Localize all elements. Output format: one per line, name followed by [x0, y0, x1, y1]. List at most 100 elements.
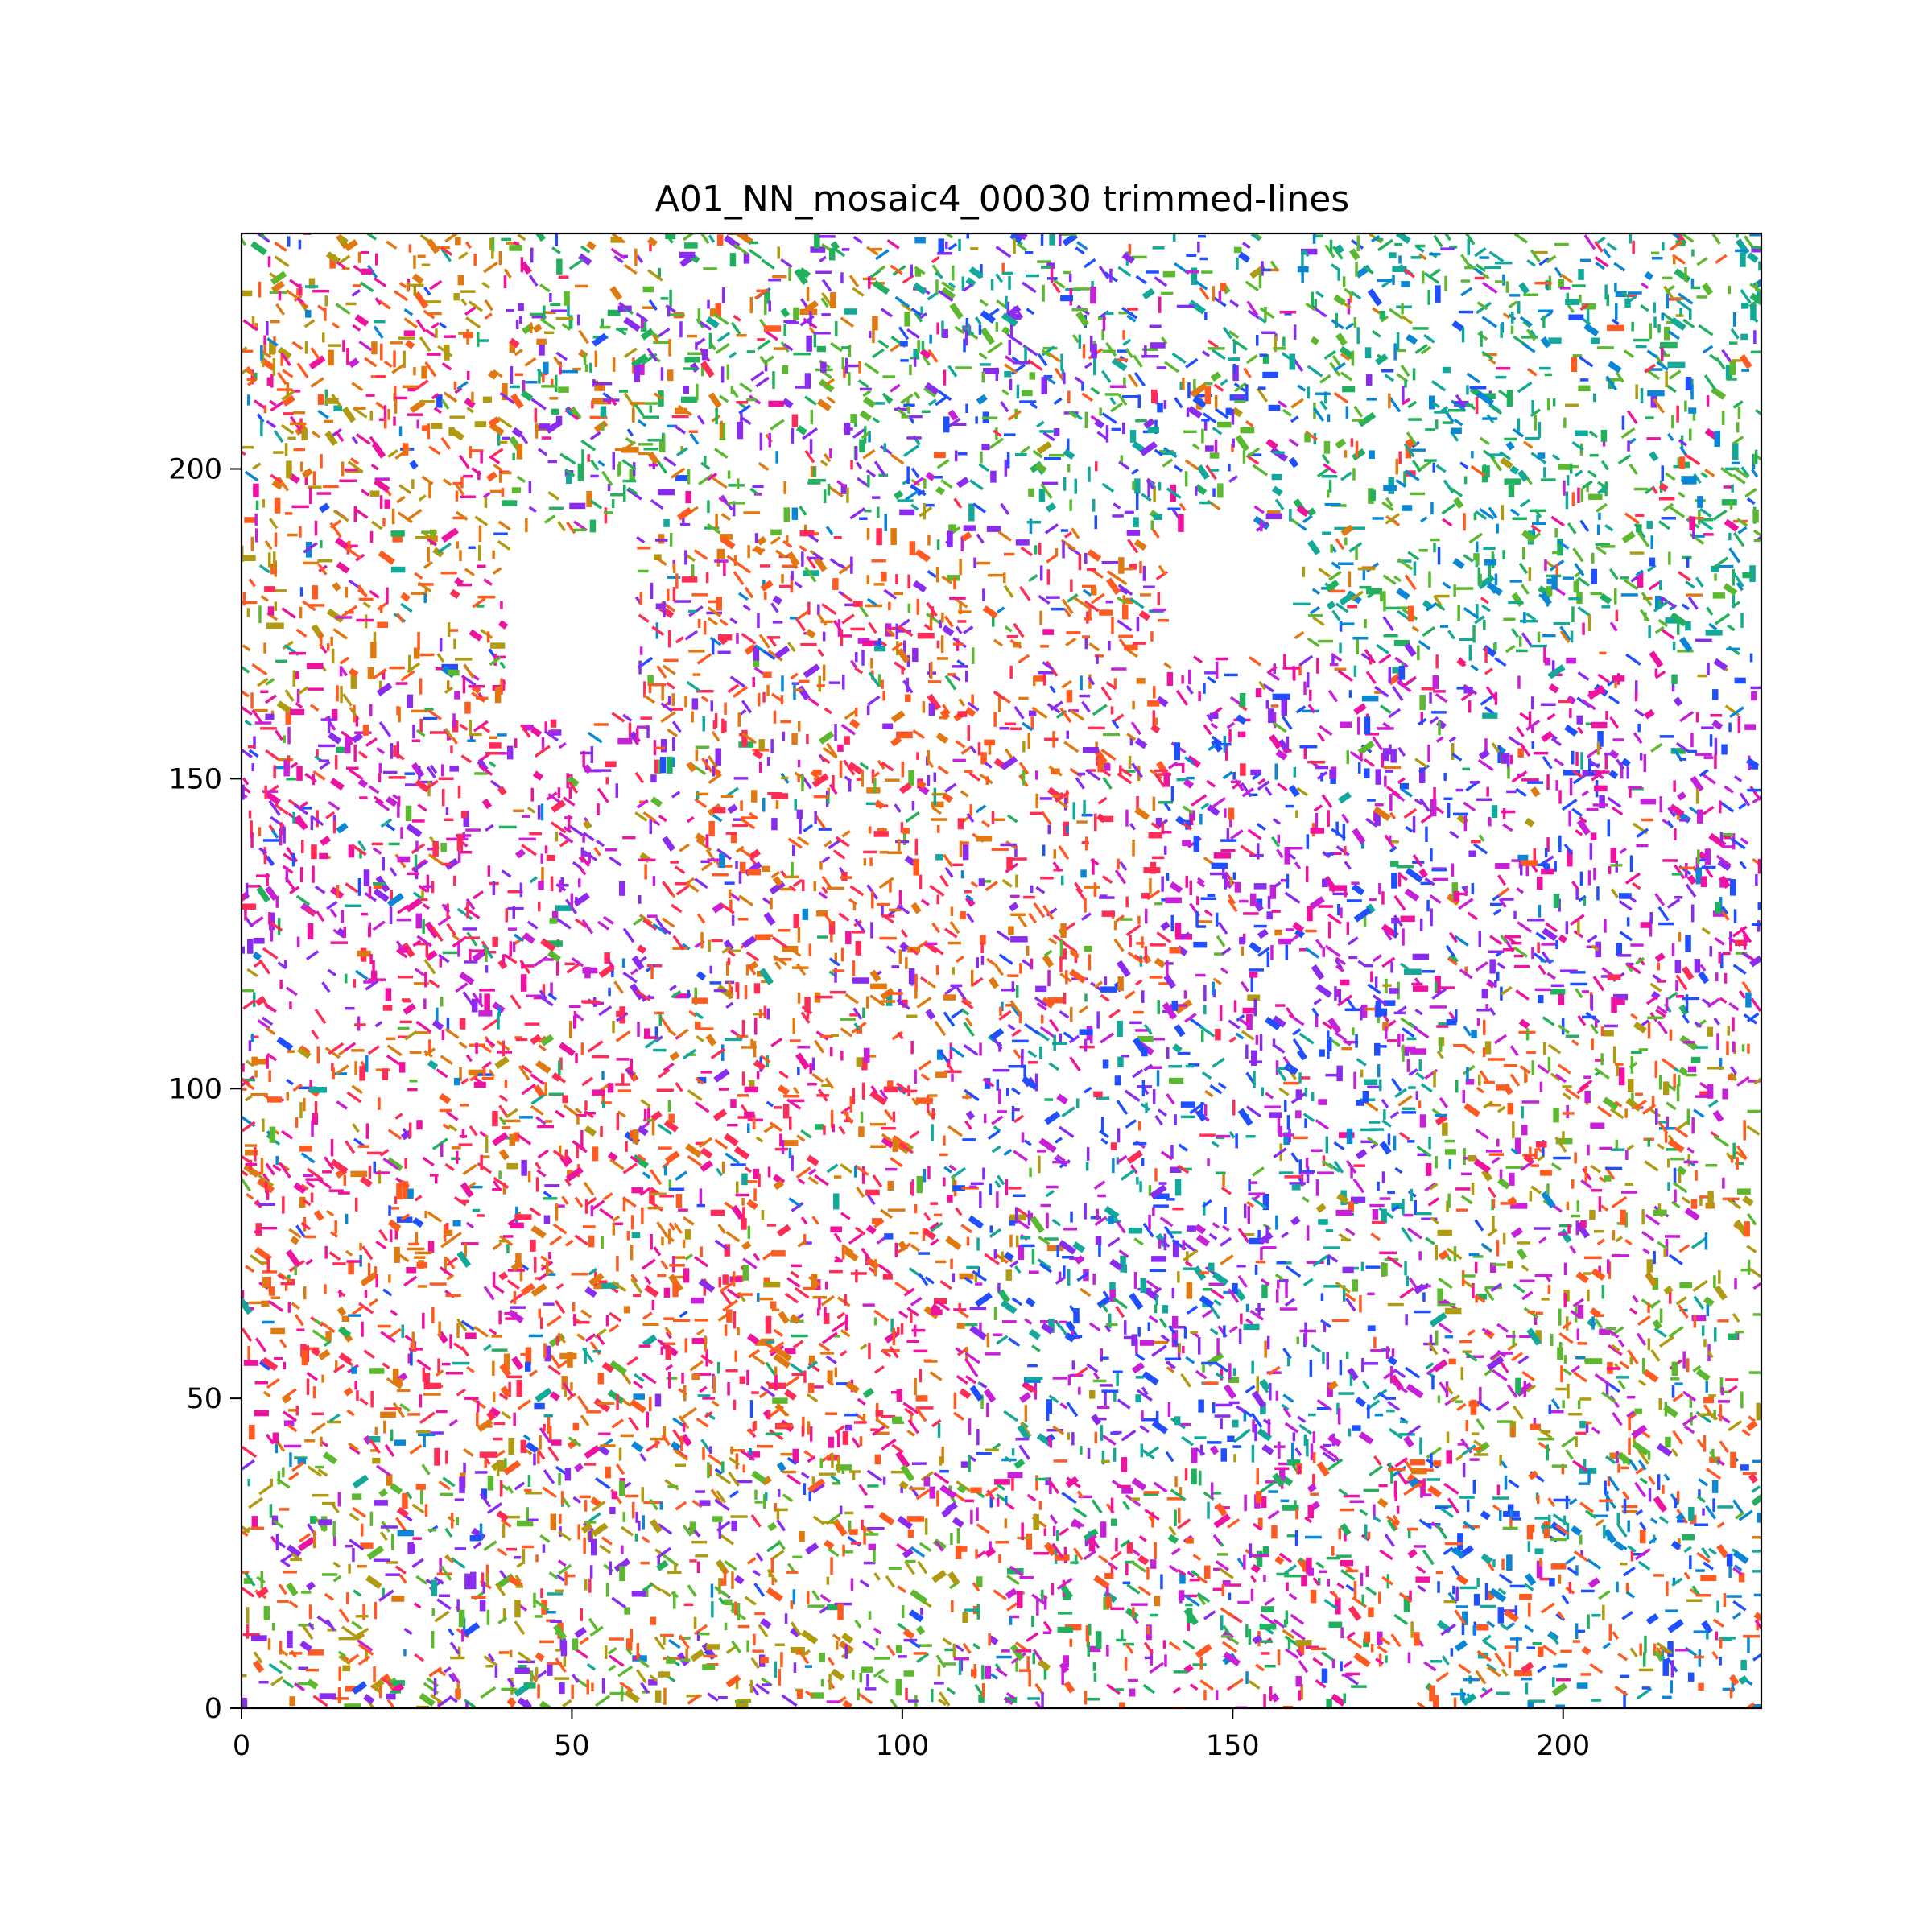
line-segment [305, 285, 319, 288]
line-segment [393, 290, 409, 302]
line-segment [1321, 475, 1338, 478]
line-segment [747, 869, 762, 876]
line-segment [1554, 266, 1563, 278]
line-segment [913, 858, 919, 876]
line-segment [1112, 514, 1124, 518]
line-segment [1199, 501, 1212, 505]
line-segment [975, 416, 978, 424]
line-segment [1035, 985, 1047, 993]
line-segment [312, 585, 318, 600]
line-segment [1004, 371, 1012, 378]
line-segment [1589, 453, 1599, 457]
line-segment [1067, 464, 1071, 473]
line-segment [1740, 289, 1752, 304]
line-segment [293, 448, 305, 452]
line-segment [685, 491, 691, 504]
line-segment [747, 545, 750, 559]
line-segment [473, 254, 477, 266]
line-segment [1156, 366, 1166, 369]
line-segment [1022, 770, 1026, 786]
line-segment [456, 833, 464, 852]
line-segment [426, 537, 437, 547]
line-segment [254, 995, 266, 1006]
line-segment [599, 325, 611, 329]
line-segment [1534, 415, 1537, 431]
line-segment [1364, 347, 1372, 359]
line-segment [910, 974, 914, 986]
line-segment [1615, 609, 1619, 622]
line-segment [1259, 307, 1275, 320]
line-segment [1528, 711, 1532, 728]
line-segment [1474, 246, 1487, 258]
line-segment [663, 518, 670, 527]
line-segment [377, 621, 388, 628]
line-segment [1513, 954, 1524, 958]
line-segment [802, 908, 809, 920]
line-segment [1502, 550, 1505, 560]
line-segment [610, 237, 622, 243]
line-segment [1751, 469, 1759, 478]
line-segment [453, 638, 456, 650]
line-segment [296, 688, 300, 703]
line-segment [334, 755, 338, 770]
line-segment [757, 338, 766, 341]
line-segment [1339, 621, 1343, 632]
line-segment [1615, 291, 1627, 297]
line-segment [987, 341, 1003, 354]
line-segment [1371, 329, 1381, 338]
line-segment [1663, 285, 1674, 299]
line-segment [1191, 443, 1200, 451]
line-segment [804, 373, 811, 389]
line-segment [1463, 513, 1466, 531]
line-segment [398, 975, 414, 979]
line-segment [793, 683, 796, 700]
line-segment [425, 328, 437, 339]
line-segment [1204, 312, 1208, 320]
line-segment [357, 588, 368, 597]
line-segment [1504, 478, 1521, 485]
line-segment [1714, 754, 1717, 769]
line-segment [873, 778, 877, 794]
line-segment [1443, 772, 1447, 781]
line-segment [440, 248, 452, 262]
line-segment [870, 922, 873, 939]
line-segment [526, 920, 539, 930]
line-segment [401, 942, 415, 958]
line-segment [1740, 333, 1748, 341]
line-segment [971, 694, 974, 705]
line-segment [988, 745, 992, 755]
line-segment [362, 724, 369, 736]
line-segment [1694, 959, 1701, 973]
line-segment [876, 528, 882, 546]
line-segment [844, 736, 850, 745]
line-segment [327, 968, 336, 976]
line-segment [650, 331, 660, 339]
line-segment [1210, 872, 1224, 876]
line-segment [941, 281, 955, 292]
line-segment [411, 739, 421, 742]
line-segment [668, 339, 671, 357]
line-segment [1729, 501, 1733, 510]
line-segment [1327, 489, 1330, 498]
line-segment [497, 733, 507, 737]
line-segment [842, 675, 845, 690]
line-segment [1678, 292, 1694, 305]
line-segment [1494, 573, 1498, 586]
line-segment [893, 489, 904, 500]
line-segment [1009, 665, 1013, 679]
line-segment [269, 341, 275, 355]
line-segment [1667, 361, 1686, 369]
line-segment [1039, 430, 1055, 433]
line-segment [1635, 569, 1644, 577]
line-segment [840, 1018, 856, 1021]
line-segment [1590, 592, 1602, 596]
line-segment [1397, 558, 1414, 571]
line-segment [912, 647, 919, 663]
line-segment [312, 865, 315, 883]
line-segment [717, 650, 731, 654]
line-segment [882, 691, 886, 701]
line-segment [507, 890, 523, 894]
line-segment [940, 478, 953, 489]
line-segment [775, 451, 778, 464]
line-segment [1255, 335, 1259, 346]
